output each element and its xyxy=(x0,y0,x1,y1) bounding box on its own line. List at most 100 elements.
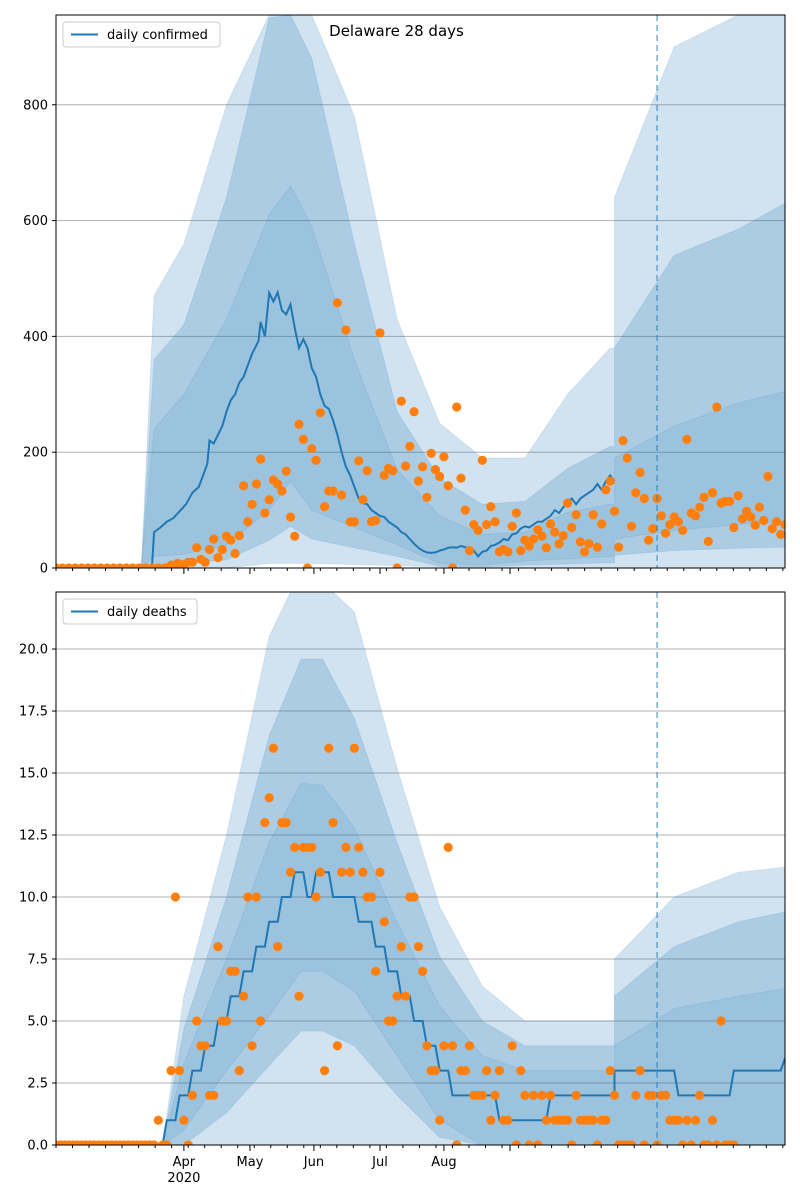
data-point xyxy=(371,966,381,977)
data-point xyxy=(247,1041,257,1051)
data-point xyxy=(477,1090,487,1100)
data-point xyxy=(464,1041,475,1051)
data-point xyxy=(712,402,722,412)
x-tick-label: Apr xyxy=(173,1155,196,1170)
data-point xyxy=(285,867,296,877)
data-point xyxy=(230,548,240,559)
data-point xyxy=(439,452,449,462)
data-point xyxy=(281,466,291,476)
data-point xyxy=(609,1090,620,1100)
data-point xyxy=(452,402,462,412)
data-point xyxy=(554,539,564,549)
data-point xyxy=(239,991,249,1001)
confirmed-chart-panel: 0 200 400 600 800 Delaware 28 days daily confi… xyxy=(23,14,786,577)
data-point xyxy=(200,557,210,567)
data-point xyxy=(332,1041,342,1051)
data-point xyxy=(597,519,607,529)
data-point xyxy=(273,479,283,489)
data-point xyxy=(162,1140,172,1145)
data-point xyxy=(379,917,389,927)
data-point xyxy=(567,1140,577,1145)
data-point xyxy=(447,563,458,568)
data-point xyxy=(366,892,377,902)
y-tick-label: 12.5 xyxy=(19,829,48,844)
data-point xyxy=(635,1066,645,1076)
data-point xyxy=(707,488,718,498)
data-point xyxy=(153,1115,163,1125)
y-tick-label: 0.0 xyxy=(27,1139,48,1154)
data-point xyxy=(588,1115,598,1125)
data-point xyxy=(217,544,227,555)
data-point xyxy=(413,476,423,486)
data-point xyxy=(460,1066,470,1076)
data-point xyxy=(358,495,368,505)
data-point xyxy=(516,546,526,556)
legend-box xyxy=(62,598,198,625)
y-tick-label: 7.5 xyxy=(27,953,48,968)
data-point xyxy=(401,461,411,471)
legend-box xyxy=(62,21,221,48)
data-point xyxy=(460,505,470,515)
data-point xyxy=(226,535,236,545)
chart-title: Delaware 28 days xyxy=(329,22,464,40)
data-point xyxy=(426,448,436,458)
data-point xyxy=(482,520,492,530)
data-point xyxy=(337,867,347,877)
data-point xyxy=(754,502,765,512)
data-point xyxy=(759,515,769,526)
data-point xyxy=(626,1140,637,1145)
data-point xyxy=(349,743,359,753)
legend-label: daily deaths xyxy=(107,605,187,620)
confidence-band-0 xyxy=(56,782,785,1145)
data-point xyxy=(537,1090,547,1100)
data-point xyxy=(541,543,551,553)
data-point xyxy=(690,1115,701,1125)
data-point xyxy=(443,481,453,491)
data-point xyxy=(439,1041,449,1051)
y-tick-label: 5.0 xyxy=(27,1015,48,1030)
x-tick-year-label: 2020 xyxy=(167,1171,200,1186)
data-point xyxy=(392,991,402,1001)
data-point xyxy=(430,1066,440,1076)
data-point xyxy=(401,991,411,1001)
data-point xyxy=(507,521,517,531)
data-point xyxy=(256,1016,266,1026)
data-point xyxy=(507,1041,517,1051)
legend: daily confirmed xyxy=(62,21,221,48)
data-point xyxy=(234,1066,244,1076)
axes-frame xyxy=(55,14,786,569)
plot-area xyxy=(56,15,785,568)
data-point xyxy=(712,1140,722,1145)
data-point xyxy=(320,502,330,512)
data-point xyxy=(520,1090,530,1100)
confidence-band-1 xyxy=(56,658,785,1145)
data-point xyxy=(763,471,773,482)
data-point xyxy=(524,1140,534,1145)
data-point xyxy=(371,515,381,526)
y-tick-label: 2.5 xyxy=(27,1077,48,1092)
data-point xyxy=(571,1090,581,1100)
data-point xyxy=(695,1090,705,1100)
data-point xyxy=(592,1140,602,1145)
data-point xyxy=(729,1140,739,1145)
data-point xyxy=(430,465,440,475)
series-line xyxy=(56,871,785,1145)
x-tick-label: Jul xyxy=(371,1155,388,1170)
data-point xyxy=(511,1140,521,1145)
data-point xyxy=(179,1115,189,1125)
data-point xyxy=(678,1140,688,1145)
data-point xyxy=(682,434,692,444)
data-point xyxy=(260,818,270,828)
data-point xyxy=(170,892,180,902)
data-point xyxy=(435,471,445,482)
data-point xyxy=(584,539,594,549)
data-point xyxy=(635,467,645,478)
x-tick-label: Aug xyxy=(431,1155,456,1170)
data-point xyxy=(609,506,620,516)
data-point xyxy=(456,473,466,483)
data-point xyxy=(690,511,701,521)
data-point xyxy=(626,521,637,531)
y-tick-label: 17.5 xyxy=(19,705,48,720)
data-point xyxy=(379,470,389,480)
